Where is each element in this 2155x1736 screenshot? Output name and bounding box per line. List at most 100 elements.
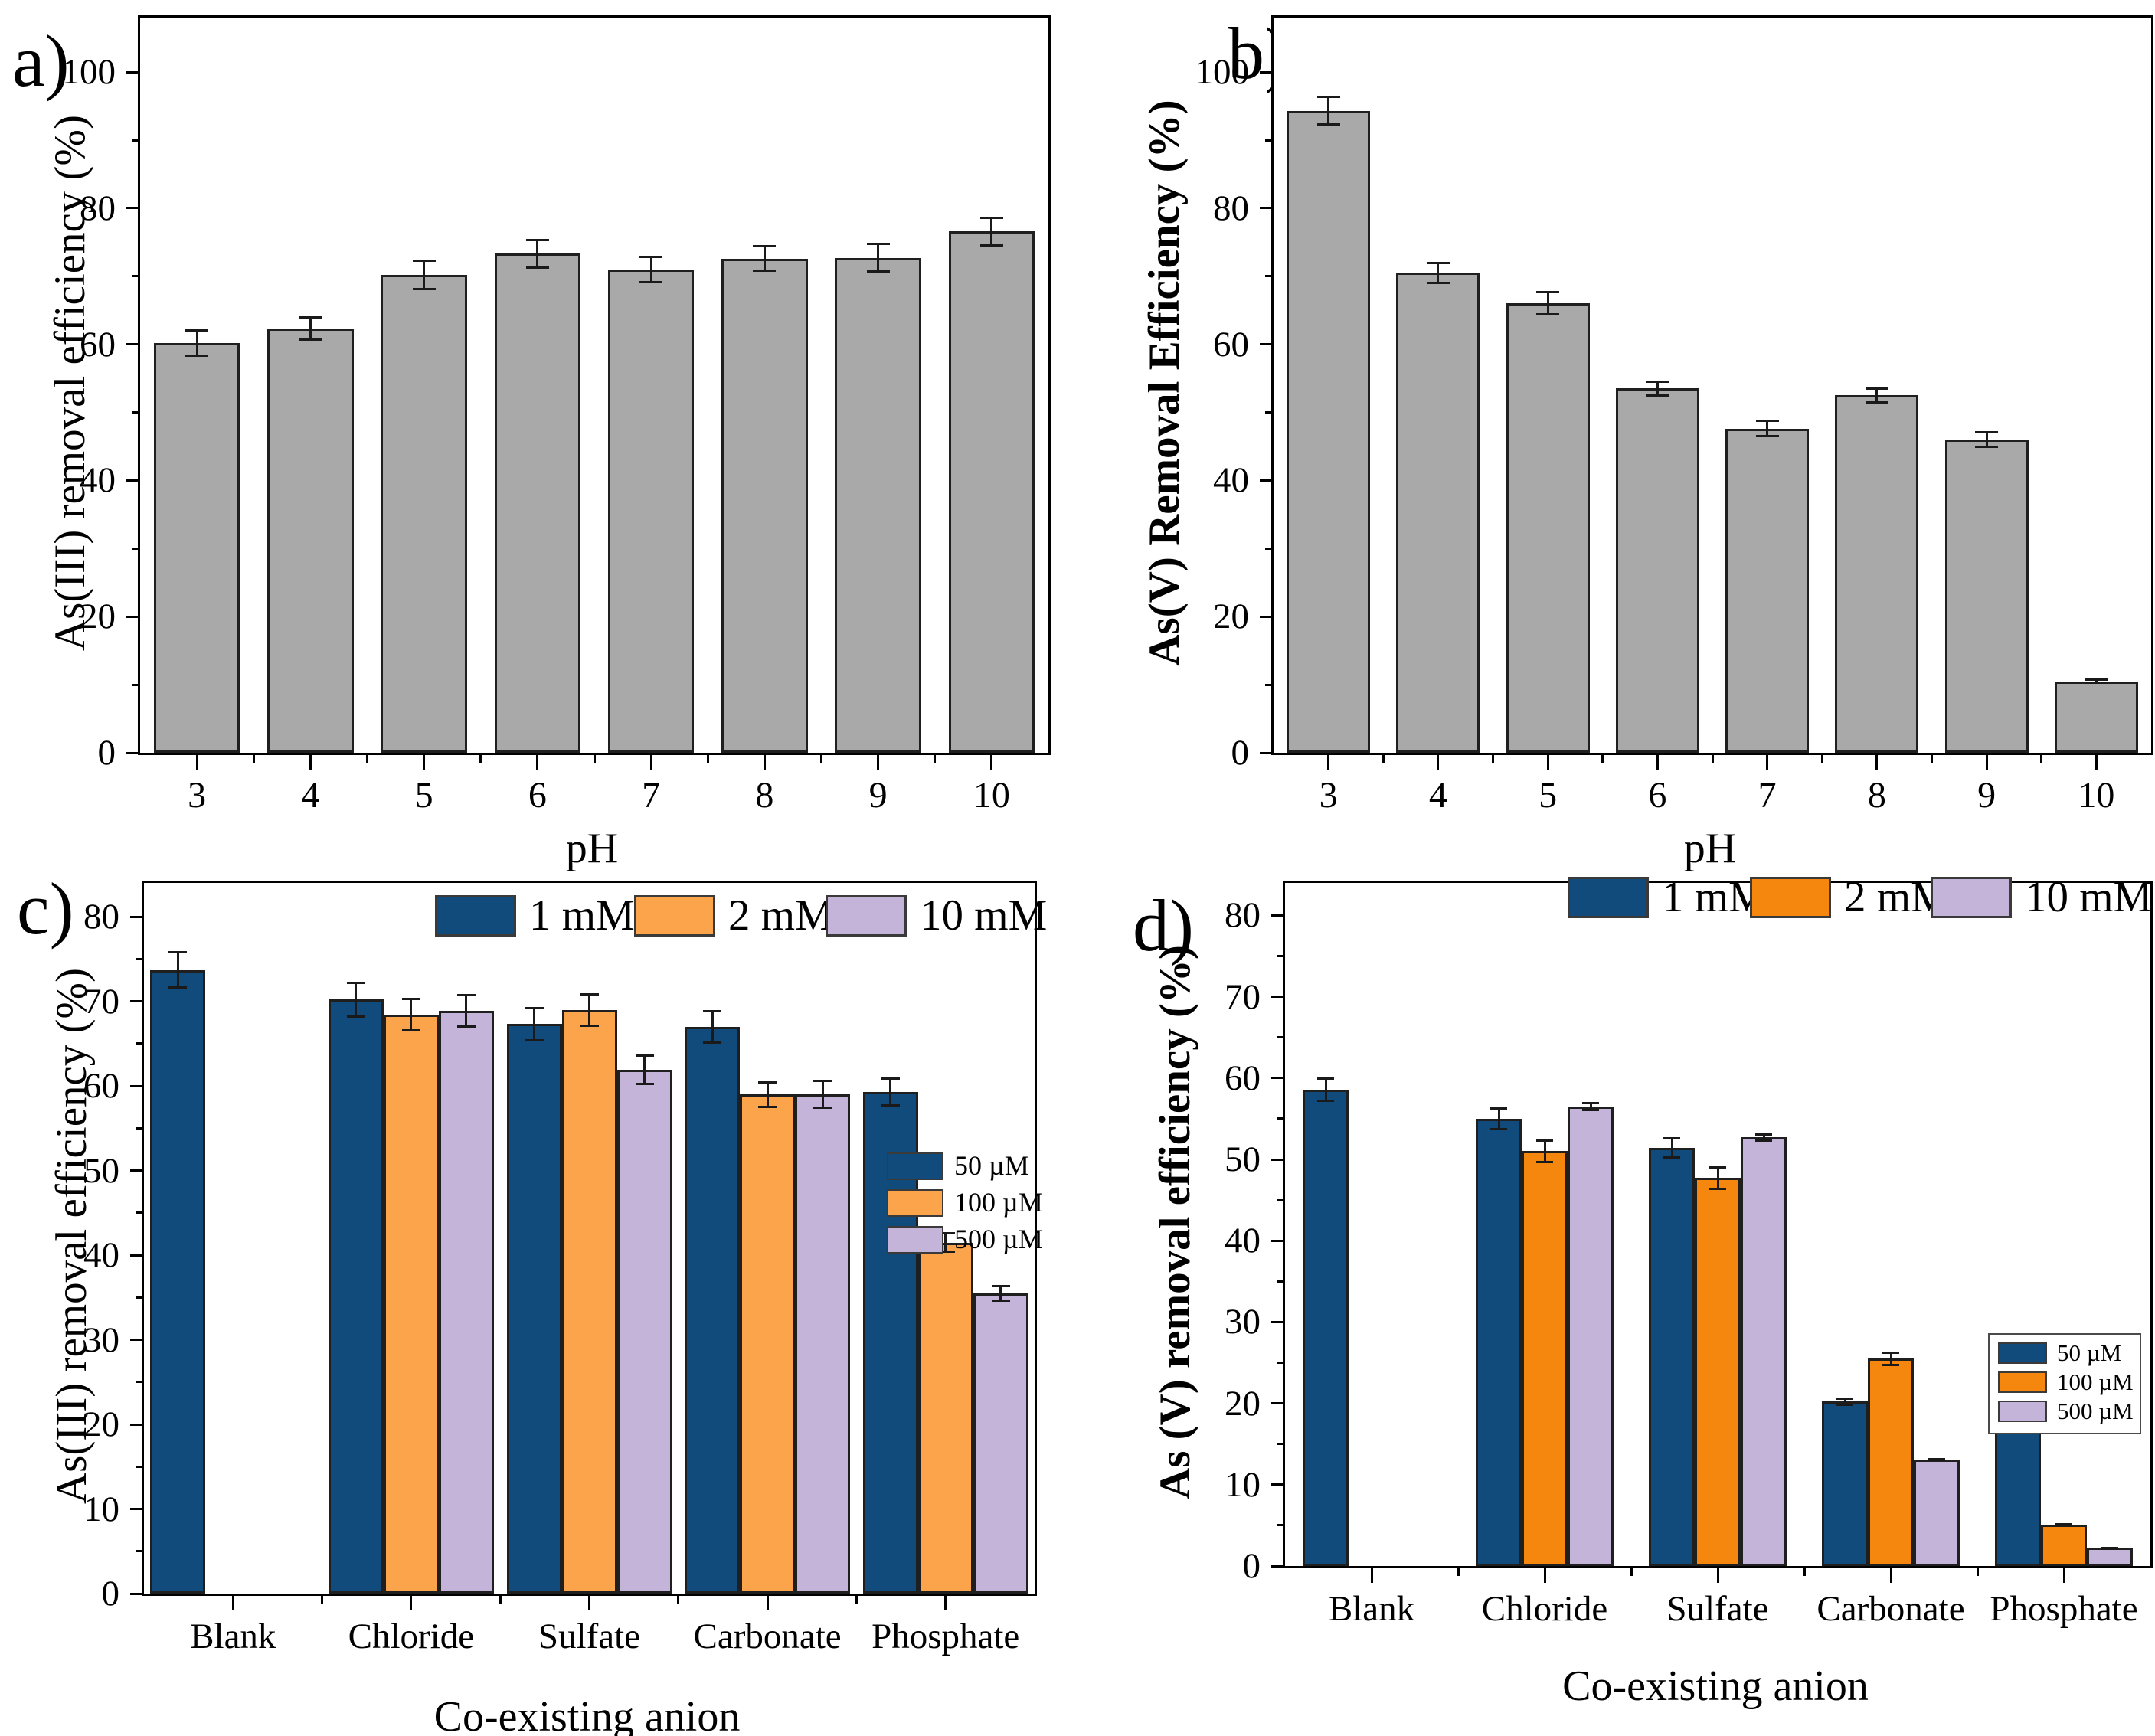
x-axis-minor-tick: [1931, 753, 1933, 763]
error-bar-cap: [991, 1299, 1010, 1302]
bar: [2041, 1524, 2087, 1566]
error-bar-cap: [813, 1106, 832, 1109]
x-tick-label: Blank: [190, 1617, 276, 1656]
y-tick-label: 50: [1225, 1139, 1261, 1180]
error-bar-cap: [1426, 262, 1450, 265]
plot-area-c: 0 10 20 30 40 50 60 70 80 Blank Chloride Sulfate Car…: [83, 881, 1047, 1656]
error-bar-stem: [1762, 1133, 1765, 1142]
error-bar: [1536, 291, 1560, 316]
bar: [1741, 1137, 1787, 1566]
y-axis-tick: [1271, 1077, 1285, 1080]
y-tick-label: 80: [80, 188, 116, 228]
x-tick-label: Sulfate: [1666, 1589, 1769, 1629]
error-bar: [2101, 1546, 2118, 1550]
error-bar-stem: [1497, 1107, 1500, 1130]
x-axis-minor-tick: [1711, 753, 1714, 763]
x-axis-minor-tick: [1630, 1566, 1633, 1576]
y-tick-label: 0: [101, 1574, 120, 1613]
error-bar-cap: [1836, 1398, 1853, 1401]
y-axis-minor-tick: [132, 411, 140, 414]
bar: [1568, 1107, 1614, 1566]
error-bar-stem: [1543, 1139, 1546, 1164]
error-bar: [635, 1054, 654, 1086]
error-bar-cap: [881, 1103, 900, 1107]
error-bar-cap: [1646, 394, 1669, 397]
error-bar-cap: [1426, 281, 1450, 284]
error-bar: [299, 316, 322, 342]
error-bar-cap: [1755, 420, 1779, 423]
error-bar: [813, 1080, 832, 1109]
error-bar-stem: [889, 1077, 892, 1107]
error-bar-stem: [355, 982, 358, 1018]
y-axis-tick: [130, 1592, 144, 1595]
bar: [1287, 110, 1371, 753]
error-bar-cap: [639, 256, 663, 259]
bar: [607, 269, 695, 753]
x-axis-minor-tick: [593, 753, 596, 763]
x-tick-label: 4: [301, 775, 320, 816]
bar: [1522, 1151, 1568, 1566]
y-axis-tick: [126, 479, 140, 482]
y-axis-label-a: As(III) removal efficiency (%): [46, 115, 94, 652]
y-axis-minor-tick: [1265, 139, 1274, 142]
error-bar-cap: [1582, 1101, 1599, 1104]
error-bar: [525, 238, 549, 269]
bar: [973, 1293, 1028, 1594]
y-tick-label: 60: [83, 1066, 119, 1107]
bar: [1868, 1358, 1914, 1566]
error-bar: [1709, 1166, 1726, 1191]
error-bar-cap: [1865, 387, 1888, 390]
panel-c: c) As(III) removal efficiency (%) 0 10 20 3…: [0, 868, 1078, 1736]
bar: [835, 257, 921, 753]
error-bar-cap: [639, 280, 663, 283]
x-axis-minor-tick: [1803, 1566, 1806, 1576]
error-bar-cap: [1663, 1137, 1680, 1140]
bar: [561, 1009, 617, 1594]
error-bar: [456, 993, 476, 1028]
error-bar-stem: [1766, 420, 1769, 438]
y-axis-minor-tick: [1277, 1198, 1285, 1201]
y-axis-minor-tick: [1265, 547, 1274, 550]
error-bar-cap: [753, 270, 777, 273]
x-axis-minor-tick: [499, 1594, 502, 1604]
error-bar-stem: [1589, 1101, 1592, 1112]
x-axis-tick: [990, 753, 993, 770]
y-tick-label: 100: [61, 52, 116, 93]
y-axis-minor-tick: [1265, 411, 1274, 414]
y-axis-minor-tick: [1265, 275, 1274, 278]
x-tick-label: 10: [973, 775, 1010, 816]
panel-a: a) As(III) removal efficiency (%) 0 20 40 6…: [0, 0, 1078, 872]
bar: [2087, 1547, 2133, 1566]
x-tick-label: Chloride: [1481, 1589, 1608, 1629]
error-bar-cap: [1975, 445, 1999, 448]
error-bar-cap: [1755, 1133, 1772, 1136]
x-axis-tick: [1546, 753, 1549, 770]
y-axis-tick: [1271, 996, 1285, 999]
error-bar-cap: [525, 1007, 544, 1010]
y-axis-minor-tick: [136, 1296, 144, 1299]
bar: [1506, 303, 1590, 753]
error-bar: [1928, 1457, 1945, 1461]
x-tick-label: Phosphate: [871, 1617, 1020, 1656]
error-bar-stem: [1889, 1351, 1892, 1366]
x-axis-tick: [1327, 753, 1330, 770]
y-axis-minor-tick: [136, 957, 144, 960]
x-tick-label: 10: [2078, 775, 2115, 816]
x-axis-tick: [1543, 1566, 1546, 1583]
error-bar-stem: [999, 1284, 1002, 1302]
x-axis-tick: [231, 1594, 234, 1610]
y-tick-label: 0: [1242, 1546, 1261, 1586]
error-bar-cap: [1316, 123, 1340, 126]
x-tick-label: 3: [1319, 775, 1338, 816]
error-bar-stem: [176, 951, 179, 989]
y-tick-label: 10: [1225, 1464, 1261, 1505]
error-bar: [1490, 1107, 1507, 1130]
y-axis-tick: [1260, 70, 1274, 74]
y-axis-tick: [1271, 1239, 1285, 1242]
x-tick-label: Carbonate: [693, 1617, 842, 1656]
y-axis-tick: [1271, 914, 1285, 917]
y-tick-label: 30: [83, 1319, 119, 1360]
y-axis-minor-tick: [136, 1042, 144, 1045]
error-bar-cap: [936, 1250, 955, 1253]
error-bar-cap: [299, 338, 322, 342]
